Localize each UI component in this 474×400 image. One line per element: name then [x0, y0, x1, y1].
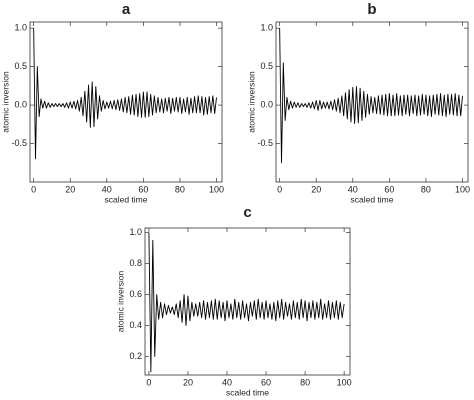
x-axis-label: scaled time [226, 387, 269, 397]
x-tick-label: 20 [311, 184, 321, 194]
x-axis-label: scaled time [105, 194, 148, 204]
y-tick-label: 0.4 [129, 320, 142, 330]
y-tick-label: 0.8 [129, 258, 142, 268]
y-axis-label: atomic inversion [0, 71, 10, 133]
signal-line [33, 28, 217, 160]
x-tick-label: 60 [138, 184, 148, 194]
y-tick-label: -0.5 [11, 138, 27, 148]
x-tick-label: 40 [222, 377, 232, 387]
y-tick-label: -0.5 [257, 138, 273, 148]
y-tick-label: 1.0 [129, 227, 142, 237]
x-tick-label: 60 [384, 184, 394, 194]
plot-frame [29, 21, 223, 183]
y-tick-label: 1.0 [14, 23, 27, 33]
y-tick-label: 0.5 [260, 61, 273, 71]
panel-title: c [243, 204, 251, 221]
y-tick-label: 0.0 [260, 99, 273, 109]
y-tick-label: 1.0 [260, 23, 273, 33]
x-tick-label: 20 [183, 377, 193, 387]
panel-title: b [367, 1, 376, 18]
y-tick-label: 0.2 [129, 351, 142, 361]
x-tick-label: 60 [261, 377, 271, 387]
y-axis-label: atomic inversion [246, 71, 256, 133]
x-axis-label: scaled time [351, 194, 394, 204]
x-tick-label: 80 [421, 184, 431, 194]
plot-frame [275, 21, 469, 183]
x-tick-label: 20 [65, 184, 75, 194]
panel-title: a [122, 1, 131, 18]
y-tick-label: 0.6 [129, 289, 142, 299]
signal-line [279, 28, 463, 164]
y-tick-label: 0.0 [14, 99, 27, 109]
y-tick-label: 0.5 [14, 61, 27, 71]
plot-frame [144, 227, 351, 376]
x-tick-label: 80 [175, 184, 185, 194]
x-tick-label: 100 [455, 184, 470, 194]
x-tick-label: 0 [146, 377, 151, 387]
x-tick-label: 0 [31, 184, 36, 194]
x-tick-label: 40 [348, 184, 358, 194]
x-tick-label: 100 [337, 377, 352, 387]
x-tick-label: 100 [209, 184, 224, 194]
x-tick-label: 0 [277, 184, 282, 194]
x-tick-label: 80 [300, 377, 310, 387]
x-tick-label: 40 [102, 184, 112, 194]
y-axis-label: atomic inversion [115, 271, 125, 333]
signal-line [148, 232, 345, 373]
